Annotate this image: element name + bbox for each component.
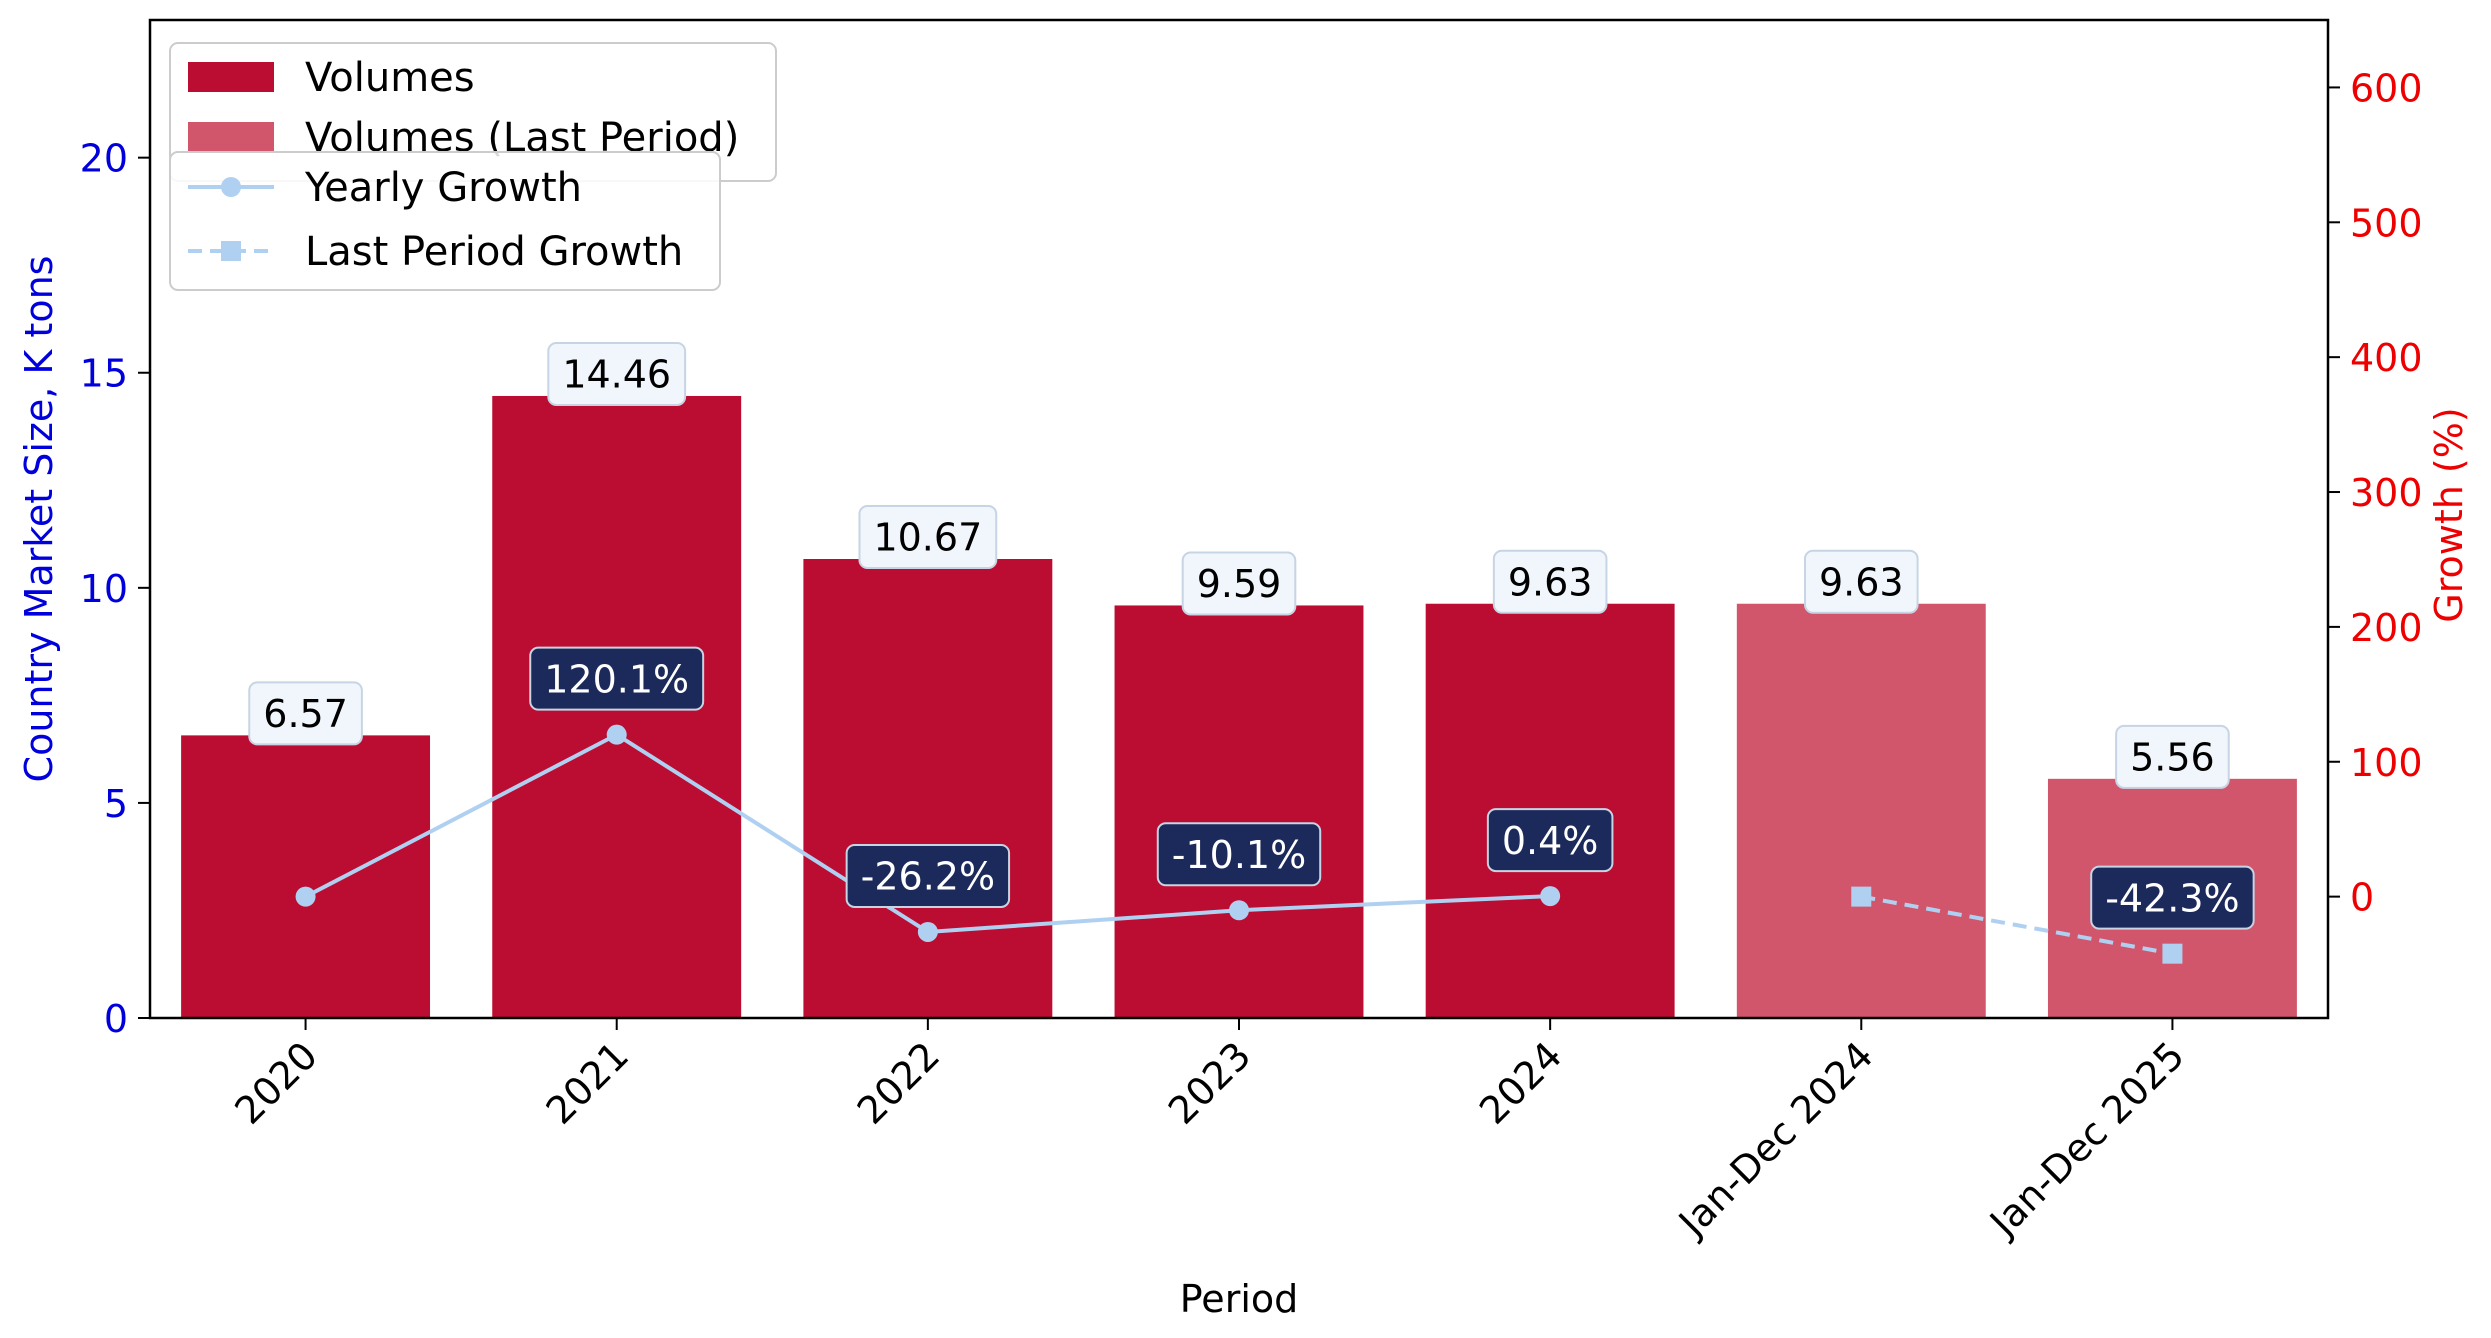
bar-0 xyxy=(181,735,431,1018)
bar-value-label-3-box xyxy=(1181,551,1297,616)
x-tick-label-5: Jan-Dec 2024 xyxy=(1669,1033,1882,1246)
y-tick-label-3: 15 xyxy=(80,352,128,396)
growth-lines-layer xyxy=(295,724,2183,964)
legend-bar-label-0: Volumes xyxy=(305,55,475,101)
growth-label-0-4: 0.4% xyxy=(1502,819,1599,863)
bar-value-label-1: 14.46 xyxy=(562,353,671,397)
bar-value-label-2: 10.67 xyxy=(873,516,982,560)
y-tick-label-4: 20 xyxy=(80,137,128,181)
y2-tick-label-5: 500 xyxy=(2350,201,2423,245)
growth-label-0-2: -26.2% xyxy=(861,855,995,899)
growth-marker-1-1 xyxy=(2162,943,2183,964)
growth-marker-0-2 xyxy=(917,921,938,942)
x-tick-label-0: 2020 xyxy=(226,1033,326,1133)
legend-line-marker-1 xyxy=(221,241,241,261)
bar-value-label-6: 5.56 xyxy=(2130,736,2215,780)
y-tick-label-0: 0 xyxy=(104,997,128,1041)
growth-label-0-3-box xyxy=(1156,822,1322,887)
y-tick-label-2: 10 xyxy=(80,567,128,611)
bar-value-label-0: 6.57 xyxy=(263,692,348,736)
x-tick-label-3: 2023 xyxy=(1160,1033,1260,1133)
bar-value-label-1-box xyxy=(547,341,687,406)
y2-axis-label: Growth (%) xyxy=(2427,407,2471,622)
legend-lines-frame xyxy=(169,151,721,291)
legend-bar-swatch-0 xyxy=(188,62,274,92)
y2-tick-label-0: 0 xyxy=(2350,876,2374,920)
bar-3 xyxy=(1114,605,1364,1018)
bar-value-label-5: 9.63 xyxy=(1819,560,1904,604)
x-tick-label-1: 2021 xyxy=(538,1033,638,1133)
x-tick-label-4: 2024 xyxy=(1471,1033,1571,1133)
growth-label-0-2-box xyxy=(845,843,1011,908)
bar-value-label-2-box xyxy=(858,505,998,570)
legend-line-label-0: Yearly Growth xyxy=(304,165,582,211)
legend-line-label-1: Last Period Growth xyxy=(305,229,683,275)
growth-label-0-4-box xyxy=(1486,808,1614,873)
growth-marker-1-0 xyxy=(1851,886,1872,907)
growth-marker-0-3 xyxy=(1229,900,1249,921)
growth-label-0-1: 120.1% xyxy=(544,657,689,701)
legend-bar-swatch-1 xyxy=(188,122,274,152)
x-tick-label-6: Jan-Dec 2025 xyxy=(1980,1033,2193,1246)
y2-tick-label-2: 200 xyxy=(2350,606,2423,650)
growth-marker-0-0 xyxy=(295,886,316,907)
legend-line-marker-0 xyxy=(221,177,241,197)
x-tick-label-2: 2022 xyxy=(849,1033,949,1133)
bar-2 xyxy=(803,559,1053,1018)
growth-label-0-3: -10.1% xyxy=(1172,833,1306,877)
bar-value-label-3: 9.59 xyxy=(1197,562,1282,606)
x-axis-label: Period xyxy=(1180,1277,1299,1321)
bar-value-label-6-box xyxy=(2115,724,2230,789)
bar-value-label-4: 9.63 xyxy=(1508,560,1593,604)
bar-5 xyxy=(1736,603,1986,1018)
y-tick-label-1: 5 xyxy=(104,782,128,826)
y2-tick-label-4: 400 xyxy=(2350,336,2423,380)
growth-label-0-1-box xyxy=(529,646,705,711)
y2-tick-label-6: 600 xyxy=(2350,66,2423,110)
bars-layer xyxy=(181,395,2297,1018)
growth-marker-0-4 xyxy=(1540,886,1561,907)
data-labels-layer: 6.57 14.46 10.67 9.59 9.63 9.63 5.56 120.1% -26.… xyxy=(248,341,2255,930)
bar-value-label-5-box xyxy=(1803,549,1919,614)
y2-tick-label-1: 100 xyxy=(2350,741,2423,785)
growth-line-1 xyxy=(1860,894,2173,956)
y2-tick-label-3: 300 xyxy=(2350,471,2423,515)
growth-label-1-1: -42.3% xyxy=(2105,876,2239,920)
growth-label-1-1-box xyxy=(2090,865,2255,930)
growth-marker-0-1 xyxy=(606,724,627,745)
y-axis-label: Country Market Size, K tons xyxy=(17,256,61,783)
bar-value-label-0-box xyxy=(248,681,363,746)
bar-value-label-4-box xyxy=(1492,549,1608,614)
